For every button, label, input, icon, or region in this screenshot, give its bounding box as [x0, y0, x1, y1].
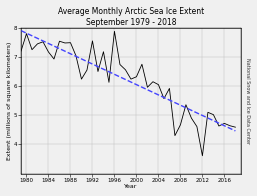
Y-axis label: National Snow and Ice Data Center: National Snow and Ice Data Center: [245, 58, 250, 144]
Title: Average Monthly Arctic Sea Ice Extent
September 1979 - 2018: Average Monthly Arctic Sea Ice Extent Se…: [58, 7, 204, 27]
Y-axis label: Extent (millions of square kilometers): Extent (millions of square kilometers): [7, 42, 12, 160]
X-axis label: Year: Year: [124, 184, 138, 189]
